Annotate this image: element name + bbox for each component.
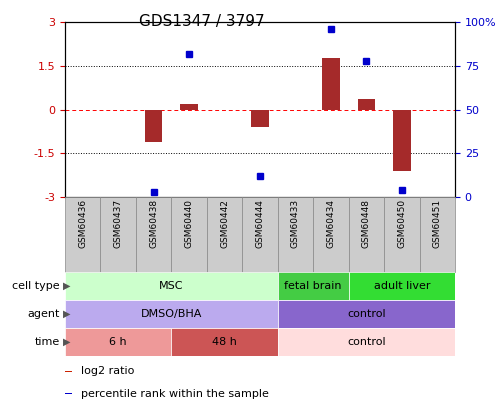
Bar: [313, 197, 349, 272]
Text: time: time: [35, 337, 60, 347]
Text: percentile rank within the sample: percentile rank within the sample: [81, 389, 268, 399]
Text: GSM60433: GSM60433: [291, 199, 300, 248]
Text: GSM60451: GSM60451: [433, 199, 442, 248]
Text: GDS1347 / 3797: GDS1347 / 3797: [139, 14, 264, 29]
Text: GSM60438: GSM60438: [149, 199, 158, 248]
Bar: [65, 300, 278, 328]
Text: 6 h: 6 h: [109, 337, 127, 347]
Text: fetal brain: fetal brain: [284, 281, 342, 291]
Text: GSM60442: GSM60442: [220, 199, 229, 248]
Text: GSM60436: GSM60436: [78, 199, 87, 248]
Bar: [180, 104, 198, 109]
Bar: [171, 197, 207, 272]
Bar: [65, 328, 171, 356]
Text: GSM60448: GSM60448: [362, 199, 371, 248]
Text: cell type: cell type: [12, 281, 60, 291]
Text: DMSO/BHA: DMSO/BHA: [141, 309, 202, 319]
Bar: [357, 99, 375, 109]
Bar: [278, 197, 313, 272]
Text: GSM60444: GSM60444: [255, 199, 264, 248]
Text: adult liver: adult liver: [374, 281, 430, 291]
Text: GSM60437: GSM60437: [114, 199, 123, 248]
Text: GSM60450: GSM60450: [397, 199, 406, 248]
Text: agent: agent: [27, 309, 60, 319]
Bar: [65, 393, 72, 394]
Text: control: control: [347, 337, 386, 347]
Bar: [349, 197, 384, 272]
Text: ▶: ▶: [62, 337, 70, 347]
Bar: [349, 272, 455, 300]
Text: control: control: [347, 309, 386, 319]
Bar: [207, 197, 243, 272]
Bar: [100, 197, 136, 272]
Bar: [322, 58, 340, 109]
Text: log2 ratio: log2 ratio: [81, 366, 134, 376]
Bar: [65, 371, 72, 372]
Bar: [278, 300, 455, 328]
Bar: [171, 328, 278, 356]
Text: ▶: ▶: [62, 281, 70, 291]
Text: MSC: MSC: [159, 281, 184, 291]
Bar: [65, 197, 100, 272]
Bar: [243, 197, 278, 272]
Bar: [145, 109, 163, 142]
Bar: [278, 328, 455, 356]
Text: GSM60440: GSM60440: [185, 199, 194, 248]
Bar: [65, 272, 278, 300]
Bar: [136, 197, 171, 272]
Bar: [278, 272, 349, 300]
Bar: [251, 109, 269, 127]
Text: ▶: ▶: [62, 309, 70, 319]
Text: 48 h: 48 h: [212, 337, 237, 347]
Text: GSM60434: GSM60434: [326, 199, 335, 248]
Bar: [420, 197, 455, 272]
Bar: [384, 197, 420, 272]
Bar: [393, 109, 411, 171]
